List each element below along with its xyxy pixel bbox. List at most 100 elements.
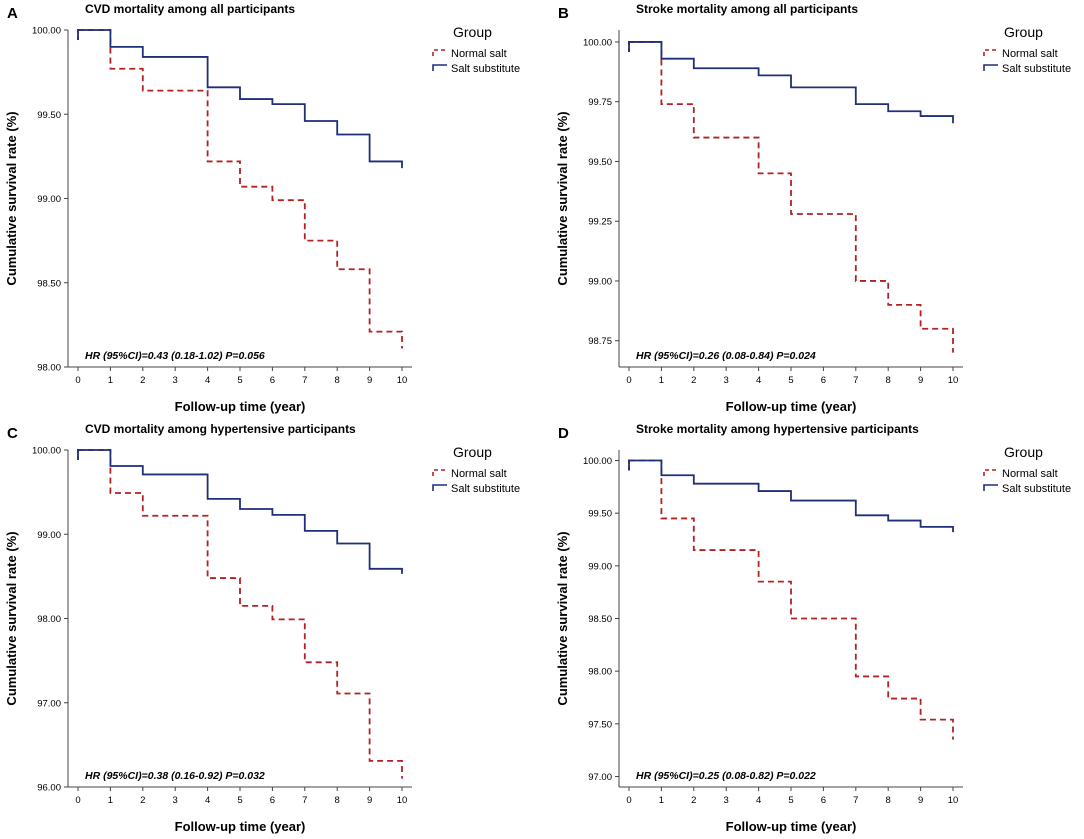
series-line-salt-substitute <box>629 41 954 124</box>
series-line-normal-salt <box>78 29 403 349</box>
x-tick-label: 9 <box>918 375 923 386</box>
panel-letter: A <box>7 5 18 22</box>
x-tick-label: 0 <box>626 795 631 806</box>
y-tick-label: 100.00 <box>32 26 61 37</box>
x-tick-label: 7 <box>853 795 858 806</box>
chart-panel-c: C CVD mortality among hypertensive partic… <box>4 422 520 834</box>
x-tick-label: 7 <box>302 795 307 806</box>
y-axis-label: Cumulative survival rate (%) <box>4 111 19 285</box>
legend-swatch <box>983 64 998 71</box>
y-tick-label: 96.00 <box>37 783 61 794</box>
x-tick-label: 8 <box>335 375 340 386</box>
x-tick-label: 2 <box>691 375 696 386</box>
y-tick-label: 98.50 <box>37 278 61 289</box>
x-axis-label: Follow-up time (year) <box>175 399 306 414</box>
y-tick-label: 100.00 <box>583 456 612 467</box>
chart-panel-a: A CVD mortality among all participants 98.… <box>4 2 520 414</box>
x-tick-label: 7 <box>853 375 858 386</box>
x-tick-label: 1 <box>108 375 113 386</box>
x-tick-label: 2 <box>140 375 145 386</box>
x-axis-label: Follow-up time (year) <box>726 819 857 834</box>
y-tick-label: 100.00 <box>583 37 612 48</box>
series-line-salt-substitute <box>629 459 954 533</box>
x-tick-label: 2 <box>140 795 145 806</box>
x-tick-label: 3 <box>724 795 729 806</box>
hr-annotation: HR (95%CI)=0.43 (0.18-1.02) P=0.056 <box>85 350 265 362</box>
y-tick-label: 97.00 <box>588 772 612 783</box>
legend-label: Salt substitute <box>451 483 520 495</box>
y-tick-label: 98.50 <box>588 614 612 625</box>
y-tick-label: 99.50 <box>588 509 612 520</box>
legend-swatch <box>432 484 447 491</box>
chart-title: CVD mortality among all participants <box>85 2 295 16</box>
x-tick-label: 4 <box>756 795 761 806</box>
y-tick-label: 99.00 <box>588 276 612 287</box>
x-tick-label: 9 <box>918 795 923 806</box>
series-line-salt-substitute <box>78 29 403 169</box>
x-tick-label: 6 <box>821 795 826 806</box>
x-tick-label: 3 <box>173 795 178 806</box>
legend-label: Normal salt <box>451 468 507 480</box>
legend-label: Normal salt <box>451 48 507 60</box>
hr-annotation: HR (95%CI)=0.25 (0.08-0.82) P=0.022 <box>636 770 816 782</box>
y-tick-label: 99.50 <box>588 157 612 168</box>
x-tick-label: 0 <box>75 375 80 386</box>
x-tick-label: 1 <box>659 375 664 386</box>
x-axis-label: Follow-up time (year) <box>175 819 306 834</box>
x-tick-label: 5 <box>237 375 242 386</box>
y-tick-label: 98.00 <box>37 614 61 625</box>
x-tick-label: 5 <box>788 375 793 386</box>
chart-title: Stroke mortality among hypertensive part… <box>636 422 919 436</box>
y-axis-label: Cumulative survival rate (%) <box>4 531 19 705</box>
chart-title: CVD mortality among hypertensive partici… <box>85 422 356 436</box>
y-tick-label: 98.75 <box>588 336 612 347</box>
x-tick-label: 9 <box>367 375 372 386</box>
x-tick-label: 2 <box>691 795 696 806</box>
y-tick-label: 98.00 <box>37 363 61 374</box>
x-tick-label: 7 <box>302 375 307 386</box>
x-tick-label: 10 <box>948 795 959 806</box>
x-tick-label: 0 <box>626 375 631 386</box>
x-tick-label: 6 <box>821 375 826 386</box>
hr-annotation: HR (95%CI)=0.26 (0.08-0.84) P=0.024 <box>636 350 816 362</box>
x-tick-label: 10 <box>397 795 408 806</box>
series-line-salt-substitute <box>78 449 403 574</box>
panel-letter: B <box>558 5 569 22</box>
legend-label: Normal salt <box>1002 48 1058 60</box>
series-line-normal-salt <box>629 459 954 740</box>
y-tick-label: 99.75 <box>588 97 612 108</box>
x-tick-label: 1 <box>659 795 664 806</box>
legend-label: Salt substitute <box>1002 483 1071 495</box>
x-tick-label: 4 <box>205 795 210 806</box>
x-tick-label: 8 <box>886 375 891 386</box>
x-tick-label: 1 <box>108 795 113 806</box>
y-tick-label: 99.25 <box>588 217 612 228</box>
x-tick-label: 3 <box>173 375 178 386</box>
x-tick-label: 6 <box>270 795 275 806</box>
x-tick-label: 4 <box>756 375 761 386</box>
chart-title: Stroke mortality among all participants <box>636 2 858 16</box>
y-tick-label: 100.00 <box>32 446 61 457</box>
hr-annotation: HR (95%CI)=0.38 (0.16-0.92) P=0.032 <box>85 770 265 782</box>
x-tick-label: 10 <box>948 375 959 386</box>
legend-label: Salt substitute <box>1002 63 1071 75</box>
y-tick-label: 99.00 <box>37 530 61 541</box>
legend-title: Group <box>1004 444 1043 460</box>
x-tick-label: 5 <box>237 795 242 806</box>
x-tick-label: 6 <box>270 375 275 386</box>
legend-label: Normal salt <box>1002 468 1058 480</box>
panel-letter: C <box>7 425 18 442</box>
y-tick-label: 99.00 <box>37 194 61 205</box>
x-tick-label: 8 <box>886 795 891 806</box>
x-tick-label: 9 <box>367 795 372 806</box>
x-tick-label: 4 <box>205 375 210 386</box>
y-axis-label: Cumulative survival rate (%) <box>555 531 570 705</box>
x-tick-label: 10 <box>397 375 408 386</box>
series-line-normal-salt <box>629 41 954 353</box>
y-tick-label: 98.00 <box>588 667 612 678</box>
chart-panel-b: B Stroke mortality among all participants… <box>555 2 1071 414</box>
y-axis-label: Cumulative survival rate (%) <box>555 111 570 285</box>
legend-label: Salt substitute <box>451 63 520 75</box>
legend-swatch <box>983 49 998 56</box>
